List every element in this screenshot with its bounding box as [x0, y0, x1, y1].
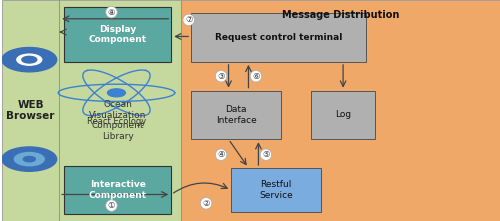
Text: Message Distribution: Message Distribution — [282, 10, 400, 20]
Text: ⑧: ⑧ — [108, 8, 115, 17]
Text: React Ecology: React Ecology — [87, 117, 146, 126]
FancyBboxPatch shape — [59, 0, 181, 221]
FancyBboxPatch shape — [181, 0, 500, 221]
Text: ②: ② — [202, 199, 210, 208]
FancyBboxPatch shape — [310, 91, 376, 139]
Circle shape — [14, 152, 44, 166]
Circle shape — [2, 48, 56, 72]
Text: WEB
Browser: WEB Browser — [6, 100, 54, 121]
Text: Restful
Service: Restful Service — [259, 180, 292, 200]
Text: ⑤: ⑤ — [262, 150, 270, 159]
Circle shape — [2, 147, 56, 171]
Text: Request control terminal: Request control terminal — [214, 33, 342, 42]
Text: Ocean
Visualization
Component
Library: Ocean Visualization Component Library — [89, 100, 146, 141]
FancyBboxPatch shape — [191, 13, 366, 62]
Circle shape — [17, 54, 42, 65]
FancyBboxPatch shape — [64, 7, 172, 62]
Circle shape — [24, 156, 36, 162]
Text: ⑦: ⑦ — [185, 15, 192, 24]
Text: Interactive
Component: Interactive Component — [88, 180, 147, 200]
Text: Log: Log — [335, 110, 351, 119]
FancyBboxPatch shape — [2, 0, 59, 221]
FancyBboxPatch shape — [64, 166, 172, 214]
Text: ⑥: ⑥ — [252, 72, 260, 81]
Text: ③: ③ — [218, 72, 225, 81]
Text: Display
Component: Display Component — [88, 25, 147, 44]
FancyBboxPatch shape — [231, 168, 320, 212]
Text: ④: ④ — [218, 150, 225, 159]
Circle shape — [22, 56, 37, 63]
FancyBboxPatch shape — [191, 91, 281, 139]
Text: ①: ① — [108, 201, 115, 210]
Text: Data
Interface: Data Interface — [216, 105, 256, 125]
Circle shape — [108, 89, 126, 97]
